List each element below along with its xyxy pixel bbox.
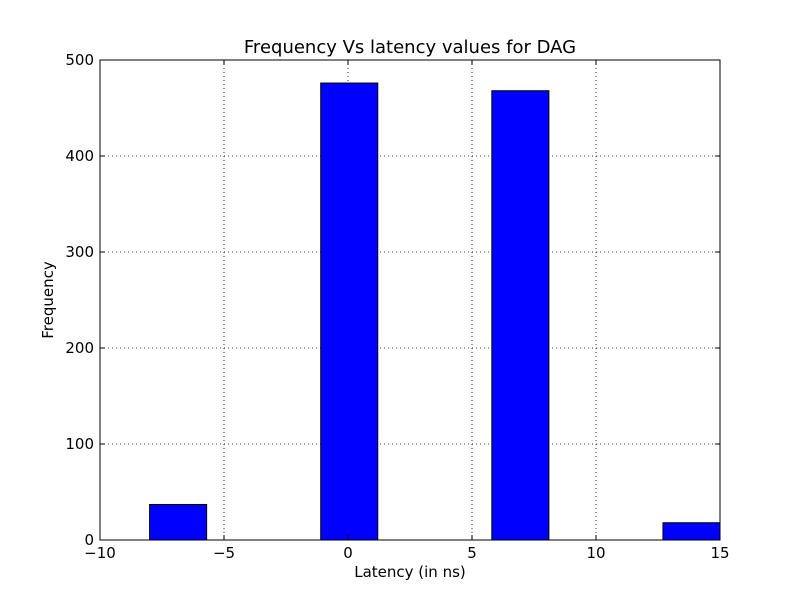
x-tick-label: 15 [710,544,729,562]
y-tick-label: 300 [65,243,94,261]
chart-title: Frequency Vs latency values for DAG [244,37,576,58]
y-axis-label: Frequency [39,261,57,339]
y-tick-label: 200 [65,339,94,357]
histogram-bar [491,90,550,541]
y-tick-label: 0 [84,531,94,549]
plot-area [100,60,720,540]
bars [149,82,721,541]
x-tick-label: 0 [343,544,353,562]
x-tick-label: 5 [467,544,477,562]
histogram-bar [149,503,208,541]
x-axis-label: Latency (in ns) [354,563,466,581]
y-tick-label: 400 [65,147,94,165]
y-tick-label: 500 [65,51,94,69]
plot-frame [99,59,721,541]
x-tick-label: −5 [213,544,235,562]
x-tick-label: 10 [586,544,605,562]
histogram-bar [320,82,379,541]
axis-ticks: −10 −5 0 5 10 15 0 100 200 300 400 500 [65,51,729,562]
y-tick-label: 100 [65,435,94,453]
histogram-bar [662,522,721,541]
x-tick-label: −10 [84,544,116,562]
